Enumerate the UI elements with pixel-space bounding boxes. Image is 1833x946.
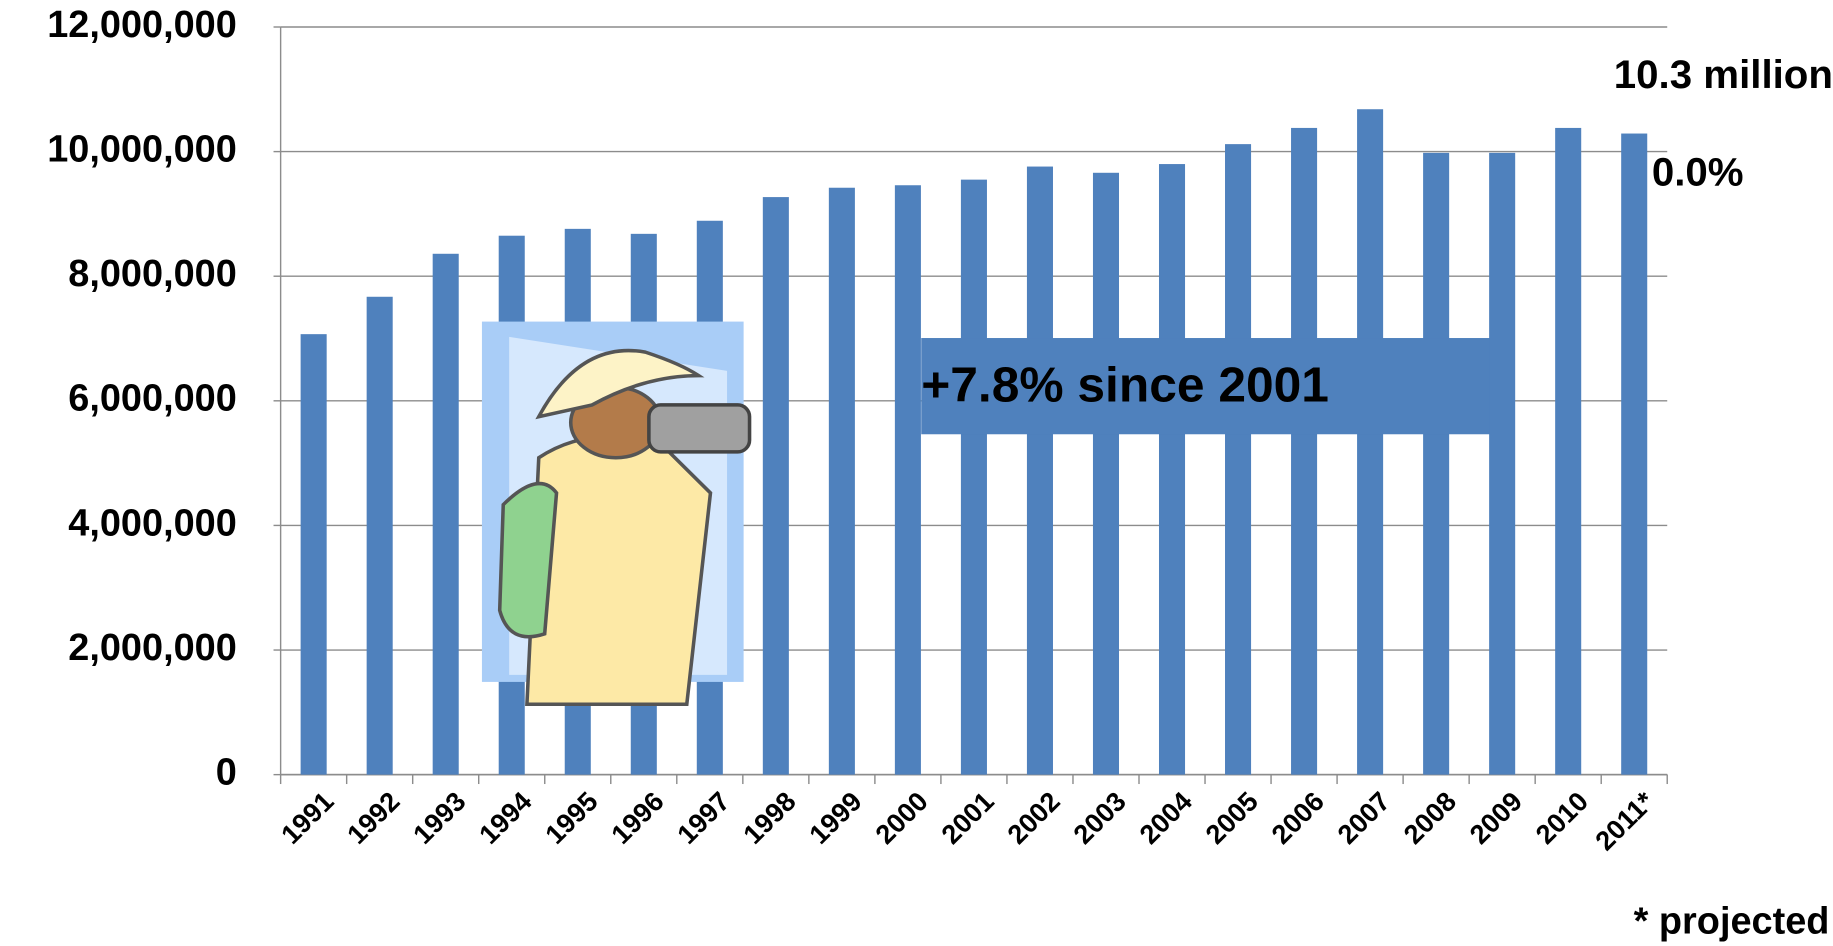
bar: [433, 254, 459, 775]
bar: [1159, 164, 1185, 775]
x-tick-label: 2004: [1133, 786, 1198, 850]
x-tick-label: 1996: [605, 786, 670, 850]
x-tick-label: 1999: [803, 786, 868, 850]
page: {"chart_data": {"type": "bar", "categori…: [0, 0, 1833, 946]
x-tick-label: 1993: [407, 786, 472, 850]
bar: [1225, 144, 1251, 775]
y-tick-label: 6,000,000: [68, 377, 237, 419]
bar: [1555, 128, 1581, 775]
x-tick-label: 1992: [341, 786, 406, 850]
x-tick-label: 2007: [1331, 786, 1396, 850]
chart: 0 2,000,000 4,000,000 6,000,000 8,000,000 10,…: [0, 0, 1833, 946]
clip-art-backpack: [500, 484, 557, 637]
clip-art-coat: [527, 437, 711, 705]
y-tick-label: 2,000,000: [68, 626, 237, 668]
bar: [301, 334, 327, 774]
x-tick-label: 1991: [275, 786, 340, 850]
annotation: 0.0%: [1652, 151, 1744, 195]
bar: [895, 185, 921, 774]
annotation: 10.3 million: [1614, 53, 1833, 97]
x-tick-label: 2008: [1397, 786, 1462, 850]
bar: [763, 197, 789, 775]
y-tick-label: 12,000,000: [47, 3, 237, 45]
clip-art-camera: [649, 405, 750, 452]
clip-art: [482, 322, 750, 705]
x-tick-label: 1994: [473, 786, 538, 850]
footnote: * projected: [1634, 900, 1830, 942]
bar: [1291, 128, 1317, 775]
bar: [1027, 167, 1053, 775]
bar: [1093, 173, 1119, 775]
x-tick-label: 2002: [1001, 786, 1066, 850]
bar: [1423, 153, 1449, 775]
y-tick-label: 8,000,000: [68, 252, 237, 294]
annotation: +7.8% since 2001: [921, 358, 1329, 413]
y-tick-label: 0: [216, 751, 237, 793]
y-tick-label: 4,000,000: [68, 502, 237, 544]
x-tick-label: 2001: [935, 786, 1000, 850]
x-tick-label: 2003: [1067, 786, 1132, 850]
x-tick-label: 2011*: [1589, 785, 1661, 856]
x-tick-label: 1997: [671, 786, 736, 850]
x-tick-label: 1995: [539, 786, 604, 850]
annotation-box: +7.8% since 2001: [921, 338, 1489, 434]
x-tick-label: 2006: [1265, 786, 1330, 850]
bar: [1489, 153, 1515, 775]
x-tick-label: 2005: [1199, 786, 1264, 850]
x-tick-label: 2010: [1529, 786, 1594, 850]
x-tick-label: 2000: [869, 786, 934, 850]
bar: [1621, 134, 1647, 775]
x-tick-label: 2009: [1463, 786, 1528, 850]
x-tick-label: 1998: [737, 786, 802, 850]
y-tick-label: 10,000,000: [47, 128, 237, 170]
bar: [1357, 109, 1383, 774]
bar: [829, 188, 855, 775]
bar: [367, 297, 393, 775]
bar: [961, 180, 987, 775]
